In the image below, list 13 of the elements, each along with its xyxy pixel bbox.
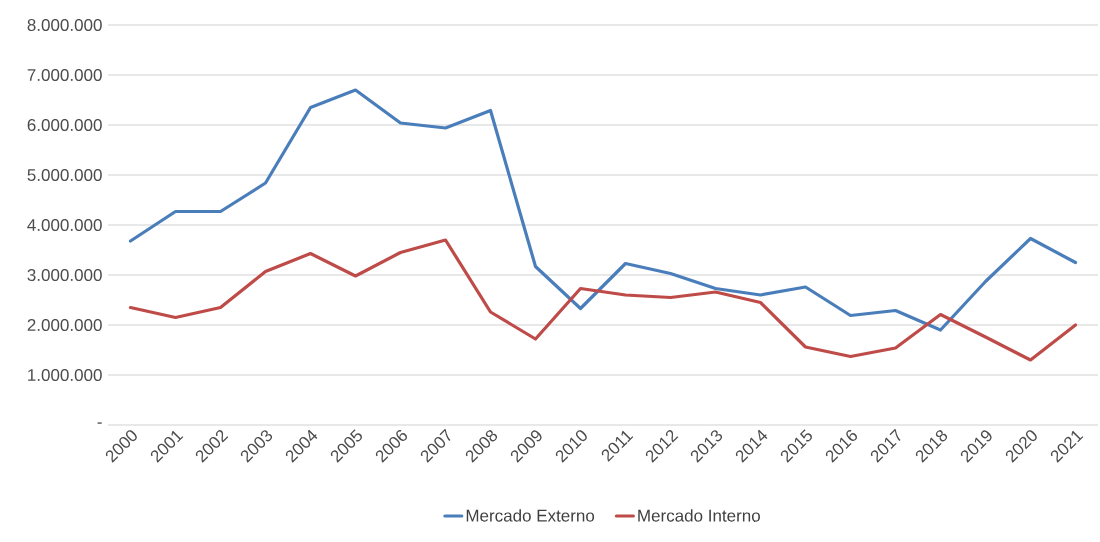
y-tick-label: 1.000.000 — [28, 368, 102, 382]
line-series — [128, 88, 1078, 332]
y-tick-label: 2.000.000 — [27, 318, 102, 332]
y-tick-label: 3.000.000 — [27, 268, 102, 282]
y-tick-label: 6.000.000 — [27, 118, 102, 132]
y-tick-label: 7.000.000 — [27, 68, 102, 82]
legend-label: Mercado Interno — [638, 509, 760, 522]
legend-label: Mercado Externo — [466, 509, 595, 522]
y-tick-label: 8.000.000 — [27, 18, 102, 32]
y-tick-label: 5.000.000 — [27, 168, 102, 182]
y-tick-label: 4.000.000 — [27, 218, 102, 232]
y-tick-label: - — [97, 422, 102, 424]
line-series — [128, 238, 1078, 362]
